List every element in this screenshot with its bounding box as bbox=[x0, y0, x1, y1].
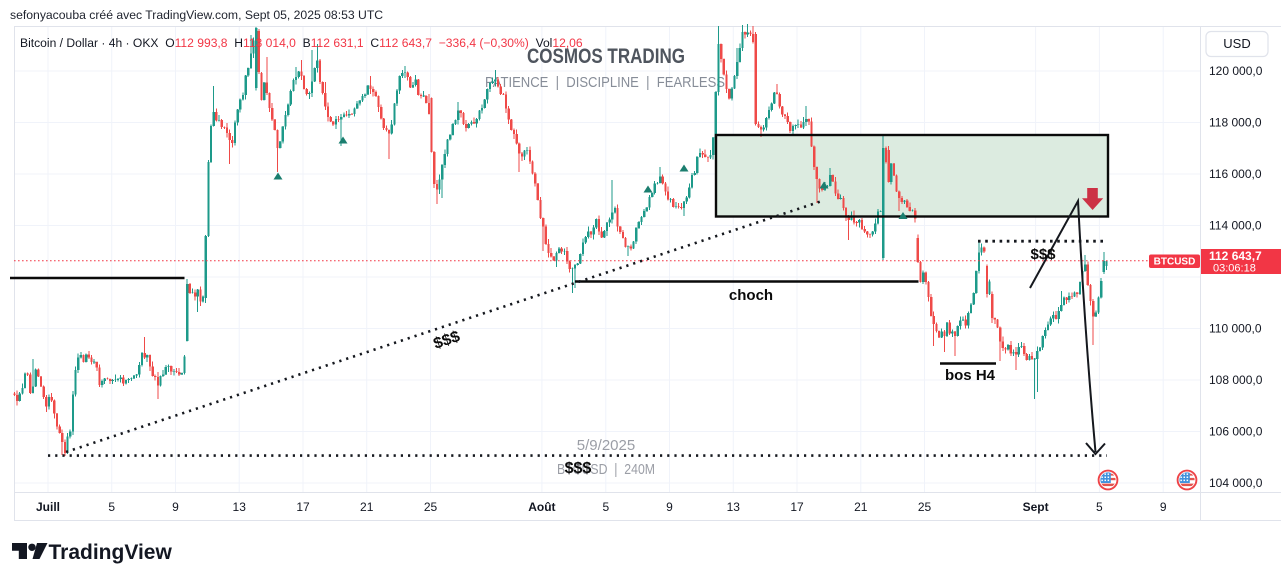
svg-text:9: 9 bbox=[666, 500, 673, 514]
svg-text:108 000,0: 108 000,0 bbox=[1209, 373, 1263, 387]
svg-text:bos H4: bos H4 bbox=[945, 367, 996, 384]
svg-text:Août: Août bbox=[528, 500, 555, 514]
svg-text:9: 9 bbox=[172, 500, 179, 514]
svg-text:118 000,0: 118 000,0 bbox=[1209, 116, 1262, 130]
svg-text:5: 5 bbox=[108, 500, 115, 514]
svg-text:sefonyacouba créé avec Trading: sefonyacouba créé avec TradingView.com, … bbox=[10, 8, 383, 22]
svg-text:106 000,0: 106 000,0 bbox=[1209, 425, 1263, 439]
svg-text:114 000,0: 114 000,0 bbox=[1209, 219, 1262, 233]
svg-text:17: 17 bbox=[790, 500, 804, 514]
svg-text:USD: USD bbox=[1223, 36, 1250, 51]
svg-text:PATIENCE | DISCIPLINE | FE: PATIENCE | DISCIPLINE | FEARLESS bbox=[485, 74, 725, 91]
svg-text:17: 17 bbox=[296, 500, 310, 514]
svg-text:13: 13 bbox=[727, 500, 741, 514]
svg-text:112 643,7: 112 643,7 bbox=[1209, 249, 1262, 263]
svg-text:$$$: $$$ bbox=[1030, 246, 1056, 263]
svg-text:BTCUSD: BTCUSD bbox=[1154, 257, 1196, 268]
svg-text:120 000,0: 120 000,0 bbox=[1209, 64, 1263, 78]
svg-text:BTCUSD | 240M: BTCUSD | 240M bbox=[557, 461, 655, 478]
svg-text:110 000,0: 110 000,0 bbox=[1209, 322, 1262, 336]
svg-text:25: 25 bbox=[918, 500, 932, 514]
svg-text:5: 5 bbox=[1096, 500, 1103, 514]
svg-text:TradingView: TradingView bbox=[49, 541, 173, 564]
svg-text:21: 21 bbox=[360, 500, 374, 514]
svg-text:5: 5 bbox=[602, 500, 609, 514]
svg-text:104 000,0: 104 000,0 bbox=[1209, 476, 1263, 490]
svg-text:13: 13 bbox=[233, 500, 247, 514]
svg-text:116 000,0: 116 000,0 bbox=[1209, 167, 1262, 181]
svg-text:9: 9 bbox=[1160, 500, 1167, 514]
svg-text:Juill: Juill bbox=[36, 500, 60, 514]
svg-text:$$$: $$$ bbox=[565, 460, 592, 477]
svg-text:choch: choch bbox=[729, 287, 773, 304]
svg-text:COSMOS TRADING: COSMOS TRADING bbox=[527, 44, 685, 68]
svg-text:Sept: Sept bbox=[1023, 500, 1049, 514]
svg-text:21: 21 bbox=[854, 500, 868, 514]
svg-text:25: 25 bbox=[424, 500, 438, 514]
svg-text:03:06:18: 03:06:18 bbox=[1213, 263, 1256, 275]
svg-text:5/9/2025: 5/9/2025 bbox=[577, 437, 635, 454]
svg-text:Bitcoin / Dollar · 4h · OKX O: Bitcoin / Dollar · 4h · OKX O112 993,8 H… bbox=[20, 36, 583, 50]
